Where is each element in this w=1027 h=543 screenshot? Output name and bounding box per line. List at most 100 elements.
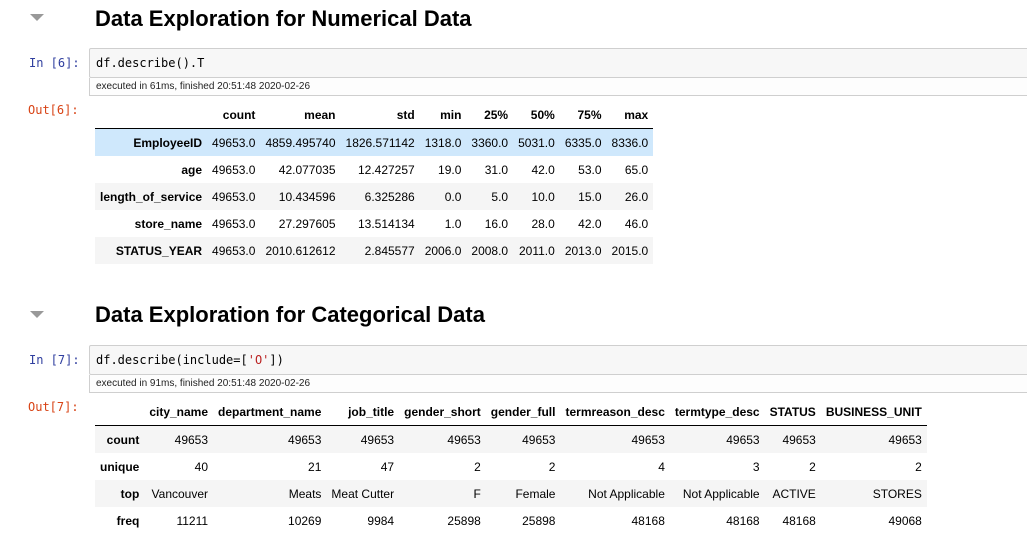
- code-text[interactable]: df.describe(include=['O']): [96, 353, 284, 367]
- code-suffix: ]): [269, 353, 284, 367]
- column-header: gender_short: [399, 398, 486, 426]
- table-cell: 31.0: [484, 162, 509, 177]
- table-cell: 49653.0: [212, 243, 256, 258]
- table-cell: 49653: [447, 432, 481, 447]
- execution-info: executed in 61ms, finished 20:51:48 2020…: [89, 78, 1027, 96]
- table-cell: 49653: [522, 432, 556, 447]
- column-header: count: [207, 101, 261, 129]
- column-header: BUSINESS_UNIT: [820, 398, 927, 426]
- table-cell: 2: [548, 459, 556, 474]
- table-cell: 10.0: [531, 189, 555, 204]
- table-cell: 2: [915, 459, 922, 474]
- table-row: freq 11211 10269 9984 25898 25898 48168 48168 48…: [95, 507, 927, 534]
- table-cell: 8336.0: [611, 135, 649, 150]
- row-label: freq: [116, 513, 140, 528]
- table-cell: 49653: [288, 432, 322, 447]
- table-cell: 2015.0: [611, 243, 649, 258]
- row-label: top: [120, 486, 140, 501]
- row-label: length_of_service: [100, 189, 203, 204]
- table-cell: Meat Cutter: [331, 486, 395, 501]
- in-prompt: In [7]:: [29, 353, 80, 367]
- table-cell: ACTIVE: [772, 486, 816, 501]
- table-cell: 0.0: [444, 189, 462, 204]
- table-cell: 9984: [367, 513, 395, 528]
- table-cell: 42.0: [578, 216, 602, 231]
- table-cell: 6335.0: [564, 135, 602, 150]
- table-row: count 49653 49653 49653 49653 49653 49653 49653…: [95, 425, 927, 453]
- table-cell: 49653: [360, 432, 395, 447]
- table-cell: 27.297605: [278, 216, 336, 231]
- out-prompt: Out[7]:: [28, 400, 79, 414]
- table-cell: 19.0: [438, 162, 462, 177]
- table-cell: 15.0: [578, 189, 602, 204]
- table-cell: 21: [308, 459, 322, 474]
- column-header: job_title: [326, 398, 400, 426]
- table-cell: 48168: [782, 513, 816, 528]
- table-cell: 5.0: [491, 189, 509, 204]
- table-cell: 49653: [888, 432, 922, 447]
- table-cell: 11211: [176, 513, 209, 528]
- table-cell: 40: [194, 459, 209, 474]
- execution-info: executed in 91ms, finished 20:51:48 2020…: [89, 375, 1027, 393]
- table-cell: 10269: [288, 513, 322, 528]
- table-cell: Meats: [288, 486, 322, 501]
- column-header: 75%: [559, 101, 607, 129]
- column-header: city_name: [144, 398, 214, 426]
- row-label: age: [181, 162, 203, 177]
- table-cell: 13.514134: [357, 216, 415, 231]
- table-cell: 49653: [174, 432, 209, 447]
- table-cell: 53.0: [578, 162, 602, 177]
- table-cell: STORES: [872, 486, 922, 501]
- in-prompt: In [6]:: [29, 56, 80, 70]
- table-cell: 49653: [782, 432, 816, 447]
- column-header: std: [340, 101, 420, 129]
- table-cell: 2011.0: [519, 243, 555, 258]
- table-cell: 25898: [447, 513, 481, 528]
- table-cell: 65.0: [624, 162, 649, 177]
- table-cell: 2013.0: [564, 243, 602, 258]
- table-row: EmployeeID 49653.0 4859.495740 1826.571142 1…: [95, 128, 654, 156]
- table-cell: 46.0: [624, 216, 649, 231]
- table-cell: 25898: [522, 513, 556, 528]
- section-heading-numerical: Data Exploration for Numerical Data: [95, 6, 472, 31]
- column-header: 25%: [466, 101, 514, 129]
- table-cell: Female: [515, 486, 556, 501]
- table-cell: Vancouver: [151, 486, 209, 501]
- table-cell: 2010.612612: [265, 243, 336, 258]
- table-row: unique 40 21 47 2 2 4 3 2 2: [95, 453, 927, 480]
- row-label: EmployeeID: [133, 135, 203, 150]
- column-header: STATUS: [764, 398, 821, 426]
- table-cell: 49653: [726, 432, 760, 447]
- row-label: STATUS_YEAR: [115, 243, 203, 258]
- table-cell: 2: [474, 459, 481, 474]
- table-row: length_of_service 49653.0 10.434596 6.32528…: [95, 183, 654, 210]
- index-header: [95, 398, 145, 426]
- collapse-arrow-icon[interactable]: [30, 311, 44, 318]
- table-cell: 1.0: [444, 216, 462, 231]
- table-cell: 10.434596: [278, 189, 336, 204]
- column-header: max: [606, 101, 654, 129]
- table-cell: 49653.0: [212, 216, 256, 231]
- column-header: department_name: [213, 398, 327, 426]
- row-label: unique: [100, 459, 140, 474]
- table-cell: Not Applicable: [588, 486, 665, 501]
- column-header: 50%: [513, 101, 560, 129]
- code-cell[interactable]: df.describe(include=['O']): [89, 345, 1027, 375]
- table-cell: 48168: [726, 513, 760, 528]
- table-cell: 48168: [631, 513, 665, 528]
- code-string-literal: 'O': [247, 353, 270, 367]
- code-prefix: df.describe(include=[: [96, 353, 248, 367]
- table-cell: 49653: [631, 432, 665, 447]
- collapse-arrow-icon[interactable]: [30, 14, 44, 21]
- code-cell[interactable]: df.describe().T: [89, 48, 1027, 78]
- table-cell: 16.0: [484, 216, 509, 231]
- table-cell: 3360.0: [471, 135, 509, 150]
- table-cell: 49068: [888, 513, 922, 528]
- table-cell: 2008.0: [471, 243, 509, 258]
- table-cell: 2006.0: [424, 243, 462, 258]
- table-cell: 12.427257: [357, 162, 415, 177]
- code-text[interactable]: df.describe().T: [96, 56, 205, 70]
- section-heading-categorical: Data Exploration for Categorical Data: [95, 302, 485, 327]
- row-label: count: [106, 432, 140, 447]
- table-cell: 2.845577: [364, 243, 415, 258]
